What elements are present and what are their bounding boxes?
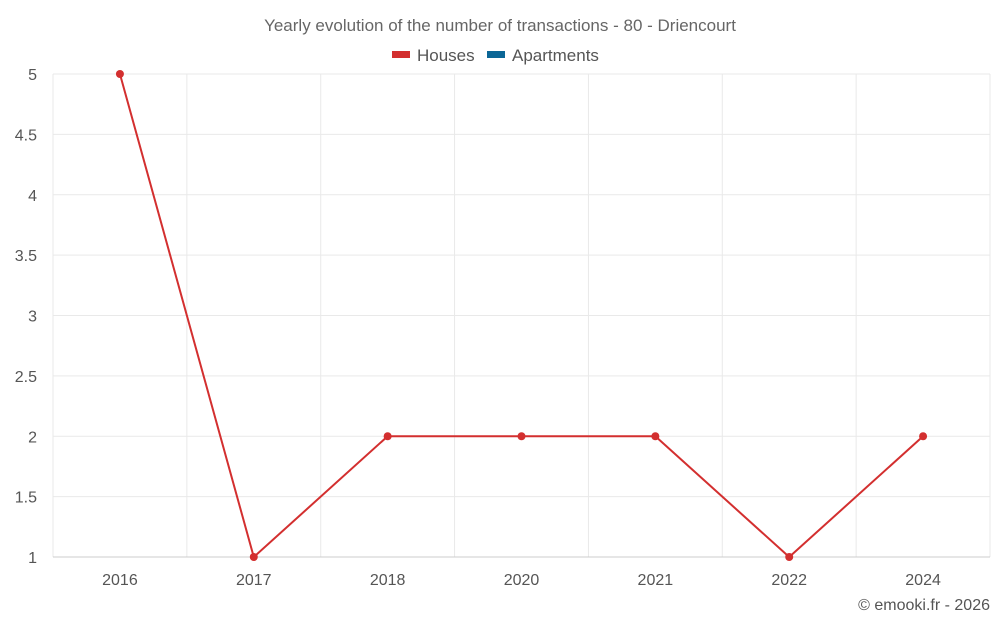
grid xyxy=(52,73,991,557)
data-point[interactable] xyxy=(383,432,392,441)
y-tick-label: 1.5 xyxy=(15,490,37,507)
x-tick-label: 2021 xyxy=(638,572,674,589)
y-axis: 1 1.5 2 2.5 3 3.5 4 4.5 5 xyxy=(15,67,37,567)
data-point[interactable] xyxy=(517,432,526,441)
data-point[interactable] xyxy=(115,70,124,78)
y-tick-label: 3 xyxy=(28,309,37,326)
legend-label-houses[interactable]: Houses xyxy=(417,46,475,65)
y-tick-label: 5 xyxy=(28,67,37,84)
y-tick-label: 4.5 xyxy=(15,127,37,144)
legend-swatch-apartments[interactable] xyxy=(487,51,505,58)
x-tick-label: 2018 xyxy=(370,572,406,589)
y-tick-label: 4 xyxy=(28,188,37,205)
legend-swatch-houses[interactable] xyxy=(392,51,410,58)
data-point[interactable] xyxy=(249,553,258,561)
y-tick-label: 3.5 xyxy=(15,248,37,265)
data-point[interactable] xyxy=(785,553,794,561)
y-tick-label: 1 xyxy=(28,550,37,567)
chart-title: Yearly evolution of the number of transa… xyxy=(264,16,736,35)
y-tick-label: 2 xyxy=(28,429,37,446)
series-houses xyxy=(115,70,928,561)
x-tick-label: 2022 xyxy=(771,572,807,589)
y-tick-label: 2.5 xyxy=(15,369,37,386)
credit-text: © emooki.fr - 2026 xyxy=(858,597,990,614)
x-tick-label: 2016 xyxy=(102,572,138,589)
x-tick-label: 2017 xyxy=(236,572,272,589)
legend[interactable]: Houses Apartments xyxy=(392,46,599,65)
data-point[interactable] xyxy=(919,432,928,441)
x-tick-label: 2024 xyxy=(905,572,941,589)
legend-label-apartments[interactable]: Apartments xyxy=(512,46,599,65)
x-tick-label: 2020 xyxy=(504,572,540,589)
x-axis: 2016 2017 2018 2020 2021 2022 2024 xyxy=(53,556,990,589)
data-point[interactable] xyxy=(651,432,660,441)
